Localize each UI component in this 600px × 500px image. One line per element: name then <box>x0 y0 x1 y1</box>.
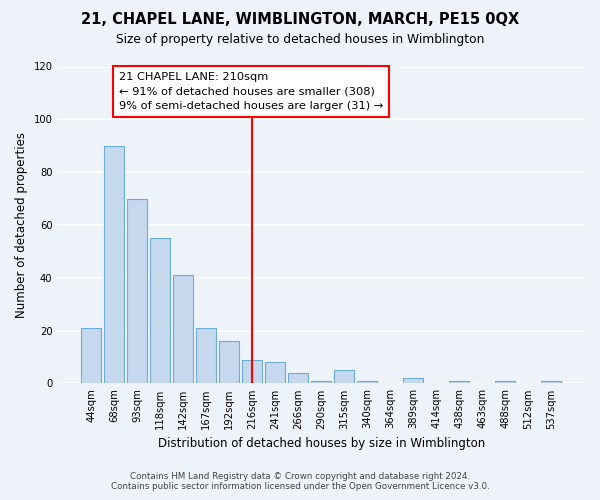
Y-axis label: Number of detached properties: Number of detached properties <box>15 132 28 318</box>
Text: 21 CHAPEL LANE: 210sqm
← 91% of detached houses are smaller (308)
9% of semi-det: 21 CHAPEL LANE: 210sqm ← 91% of detached… <box>119 72 383 112</box>
Bar <box>541 381 561 384</box>
Bar <box>127 198 147 384</box>
X-axis label: Distribution of detached houses by size in Wimblington: Distribution of detached houses by size … <box>158 437 485 450</box>
Bar <box>311 381 331 384</box>
Bar <box>289 373 308 384</box>
Bar <box>242 360 262 384</box>
Bar <box>334 370 354 384</box>
Bar <box>220 341 239 384</box>
Bar <box>151 238 170 384</box>
Bar <box>358 381 377 384</box>
Text: 21, CHAPEL LANE, WIMBLINGTON, MARCH, PE15 0QX: 21, CHAPEL LANE, WIMBLINGTON, MARCH, PE1… <box>81 12 519 28</box>
Bar <box>449 381 469 384</box>
Bar <box>265 362 285 384</box>
Text: Size of property relative to detached houses in Wimblington: Size of property relative to detached ho… <box>116 32 484 46</box>
Bar <box>496 381 515 384</box>
Bar <box>82 328 101 384</box>
Bar <box>104 146 124 384</box>
Bar <box>403 378 423 384</box>
Text: Contains HM Land Registry data © Crown copyright and database right 2024.
Contai: Contains HM Land Registry data © Crown c… <box>110 472 490 491</box>
Bar <box>196 328 216 384</box>
Bar <box>173 275 193 384</box>
